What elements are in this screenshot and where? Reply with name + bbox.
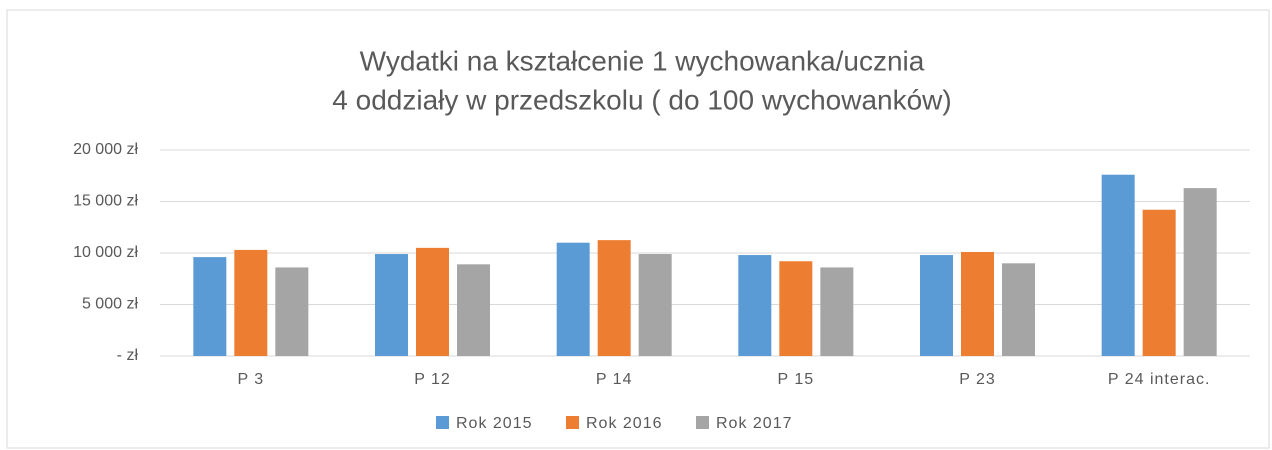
y-tick-label: 10 000 zł [73,244,138,261]
y-tick-label: 15 000 zł [73,193,138,210]
bar [1183,188,1217,356]
bar [457,264,490,356]
legend-label: Rok 2015 [456,415,533,432]
legend-swatch [436,416,449,429]
x-tick-label: P 12 [414,371,451,388]
bar [920,255,953,356]
x-tick-label: P 14 [596,371,633,388]
bar [275,267,309,356]
bar [597,240,631,356]
legend-swatch [566,416,579,429]
legend-label: Rok 2016 [586,415,663,432]
x-tick-label: P 15 [778,371,815,388]
bar [416,247,449,356]
bar [779,261,813,356]
bar [820,267,854,356]
chart-title: 4 oddziały w przedszkolu ( do 100 wychow… [332,84,951,115]
bar [738,255,772,356]
bar [193,257,227,356]
bar [961,251,994,356]
y-tick-label: 20 000 zł [73,141,138,158]
legend-label: Rok 2017 [716,415,793,432]
bar [638,254,672,356]
bar [234,249,268,356]
bar [556,242,590,356]
y-tick-label: - zł [117,347,139,364]
chart-frame [6,9,1270,449]
x-tick-label: P 3 [237,371,264,388]
x-tick-label: P 24 interac. [1108,371,1211,388]
bar [1002,263,1035,356]
bar [375,254,408,356]
legend-swatch [696,416,709,429]
y-tick-label: 5 000 zł [82,296,138,313]
bar [1142,209,1176,356]
x-tick-label: P 23 [959,371,996,388]
bar [1101,174,1135,356]
chart-title: Wydatki na kształcenie 1 wychowanka/uczn… [360,45,925,76]
